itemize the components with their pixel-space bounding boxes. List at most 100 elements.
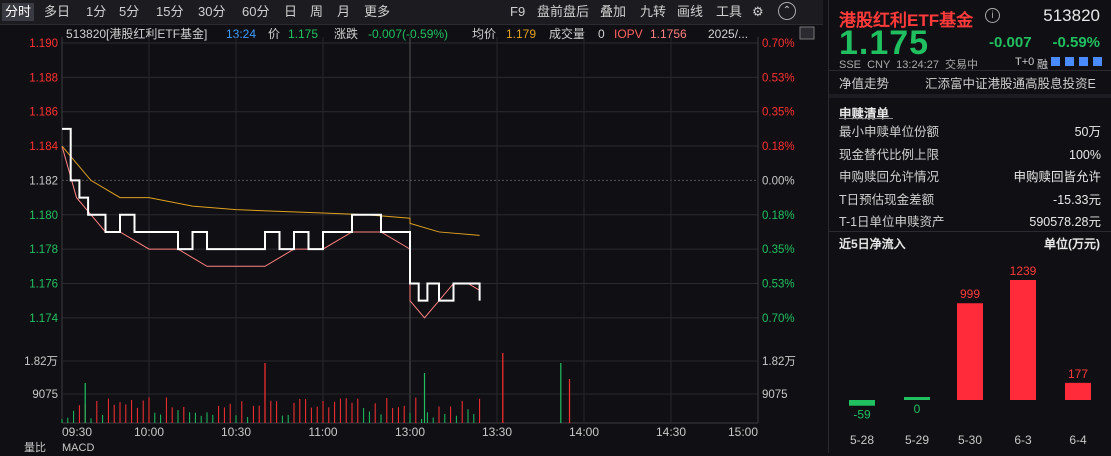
quote-change-label: 涨跌: [334, 26, 358, 41]
edit-icon[interactable]: [1051, 57, 1060, 66]
toolbar-item-5[interactable]: 工具: [716, 4, 743, 19]
quote-date: 2025/...: [708, 27, 748, 41]
volume-tick-label: 1.82万: [24, 356, 58, 368]
quote-volume: 0: [598, 27, 605, 41]
period-tab-3[interactable]: 5分: [119, 4, 140, 19]
row-label: 现金替代比例上限: [839, 147, 940, 162]
period-tab-7[interactable]: 日: [284, 4, 298, 19]
quote-price-label: 价: [268, 27, 280, 41]
intraday-chart-svg[interactable]: 513820[港股红利ETF基金] 13:24 价 1.175 涨跌 -0.007(-0.…: [0, 25, 823, 454]
flow-bar: [1065, 382, 1091, 400]
info-icon[interactable]: i: [985, 8, 1000, 23]
subscription-row: T-1日单位申赎资产 590578.28元: [839, 211, 1101, 233]
flow-category-label: 5-30: [958, 433, 982, 447]
row-value: 590578.28元: [1029, 215, 1101, 229]
pct-tick-label: 0.53%: [762, 278, 795, 290]
bookmark-icon[interactable]: [1065, 57, 1074, 66]
quote-avg-label: 均价: [472, 27, 496, 41]
row-label: T-1日单位申赎资产: [839, 215, 945, 229]
flow-bar-label: 1239: [1010, 264, 1037, 278]
row-value: 50万: [1074, 125, 1101, 139]
pct-tick-label: 0.00%: [762, 175, 795, 187]
period-tab-6[interactable]: 60分: [242, 4, 270, 19]
flow-bar-chart: -59 5-28 0 5-29 999 5-30 1239 6-3 177 6-4: [849, 264, 1091, 447]
pct-tick-label: 0.70%: [762, 313, 795, 325]
toolbar-item-1[interactable]: 盘前盘后: [537, 4, 590, 19]
intraday-chart[interactable]: 513820[港股红利ETF基金] 13:24 价 1.175 涨跌 -0.007(-0.…: [0, 25, 823, 454]
tab-nav-trend[interactable]: 净值走势: [839, 77, 890, 91]
period-tab-0[interactable]: 分时: [2, 3, 35, 21]
quote-iopv-label: IOPV: [614, 27, 643, 41]
flow-title: 近5日净流入: [839, 237, 906, 251]
flow-bar: [1010, 280, 1036, 400]
time-tick-label: 09:30: [62, 425, 92, 439]
period-tab-8[interactable]: 周: [310, 4, 324, 19]
time-tick-label: 14:00: [569, 425, 599, 439]
row-label: T日预估现金差额: [839, 192, 935, 207]
tab-fund-name[interactable]: 汇添富中证港股通高股息投资E: [925, 77, 1096, 91]
price-change-pct: -0.59%: [1052, 34, 1100, 51]
quote-iopv: 1.1756: [650, 27, 687, 41]
period-tab-4[interactable]: 15分: [156, 4, 184, 19]
pct-tick-label: 0.18%: [762, 210, 795, 222]
share-icon[interactable]: [1093, 57, 1102, 66]
time-tick-label: 15:00: [728, 425, 758, 439]
flow-category-label: 5-28: [850, 433, 874, 447]
price-tick-label: 1.188: [29, 72, 58, 84]
subscription-row: 最小申赎单位份额 50万: [839, 121, 1101, 143]
subscription-row: T日预估现金差额 -15.33元: [839, 189, 1101, 211]
divider: [829, 70, 1111, 71]
toolbar-item-0[interactable]: F9: [510, 4, 526, 19]
period-tab-9[interactable]: 月: [337, 4, 351, 19]
fund-code: 513820: [1043, 6, 1100, 25]
chevron-up-icon[interactable]: ⌃: [778, 2, 796, 20]
quote-volume-label: 成交量: [549, 26, 585, 41]
t0-badge: T+0: [1015, 56, 1035, 68]
bottom-tab: MACD: [62, 442, 94, 453]
flow-category-label: 6-3: [1014, 433, 1032, 447]
row-value: 100%: [1069, 147, 1101, 162]
quote-time: 13:24: [226, 27, 256, 41]
price-line: [62, 127, 481, 302]
pct-tick-label: 0.35%: [762, 107, 795, 119]
flow-unit: 单位(万元): [1044, 237, 1100, 251]
flow-category-label: 5-29: [905, 433, 929, 447]
row-value: 申购赎回皆允许: [1013, 170, 1101, 184]
time-tick-label: 13:30: [482, 425, 512, 439]
quote-code-name: 513820[港股红利ETF基金]: [66, 26, 207, 41]
divider: [829, 94, 1111, 98]
price-tick-label: 1.174: [29, 313, 58, 325]
price-tick-label: 1.186: [29, 107, 58, 119]
price-tick-label: 1.184: [29, 141, 58, 153]
divider: [829, 231, 1111, 232]
pct-tick-label: 0.70%: [762, 38, 795, 50]
time-tick-label: 13:00: [395, 425, 425, 439]
subscription-title: 申赎清单: [839, 107, 890, 121]
gear-icon[interactable]: ⚙: [752, 4, 764, 19]
price-tick-label: 1.190: [29, 38, 58, 50]
row-value: -15.33元: [1053, 192, 1101, 207]
time-tick-label: 10:00: [134, 425, 164, 439]
toolbar-item-4[interactable]: 画线: [677, 4, 704, 19]
period-tab-10[interactable]: 更多: [364, 4, 391, 19]
flow-category-label: 6-4: [1069, 433, 1087, 447]
flow-bar-label: 999: [960, 287, 980, 301]
toolbar-item-3[interactable]: 九转: [640, 4, 667, 19]
time-tick-label: 10:30: [221, 425, 251, 439]
margin-badge: 融: [1037, 59, 1048, 71]
period-tab-5[interactable]: 30分: [198, 4, 226, 19]
flow-bar-label: 0: [914, 402, 921, 416]
toolbar-item-2[interactable]: 叠加: [600, 4, 627, 19]
subscription-row: 申购赎回允许情况 申购赎回皆允许: [839, 166, 1101, 188]
square-icon[interactable]: [1079, 57, 1088, 66]
pct-tick-label: 0.53%: [762, 72, 795, 84]
price-tick-label: 1.180: [29, 210, 58, 222]
period-tab-2[interactable]: 1分: [86, 4, 107, 19]
avg-line: [61, 145, 480, 236]
flow-bar-label: 177: [1068, 367, 1088, 381]
pct-tick-label: 0.35%: [762, 244, 795, 256]
wp-icon: [799, 26, 815, 40]
pct-tick-label: 0.18%: [762, 141, 795, 153]
last-price: 1.175: [839, 24, 930, 62]
period-tab-1[interactable]: 多日: [44, 4, 71, 19]
